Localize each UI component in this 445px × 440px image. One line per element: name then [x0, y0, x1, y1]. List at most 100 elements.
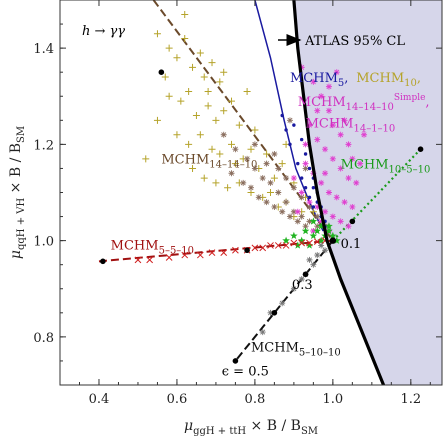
point-3-17	[311, 205, 316, 209]
y-tick-label: 1.0	[33, 235, 54, 250]
point-0-10	[177, 97, 185, 105]
point-0-5	[196, 49, 204, 57]
point-0-11	[185, 87, 193, 95]
epsilon-point-1-0	[100, 258, 106, 265]
point-1-27	[298, 194, 305, 201]
model-label-6: MCHM5–5–10	[111, 238, 194, 256]
point-4-3	[301, 227, 310, 235]
point-2-35	[294, 208, 301, 215]
point-1-2	[244, 155, 251, 162]
point-2-23	[314, 203, 321, 210]
point-4-10	[329, 231, 337, 240]
point-0-7	[208, 59, 216, 67]
point-3-16	[307, 195, 312, 200]
point-2-31	[325, 83, 332, 90]
point-0-23	[228, 140, 236, 148]
point-5-11	[267, 242, 274, 249]
point-2-3	[325, 107, 332, 114]
point-2-13	[353, 179, 360, 186]
epsilon-point-3-2	[232, 358, 239, 364]
point-1-20	[294, 218, 301, 225]
point-5-7	[232, 246, 239, 254]
point-5-16	[306, 239, 313, 247]
point-6-8	[279, 300, 286, 307]
point-6-0	[314, 252, 321, 259]
epsilon-point-1-1	[244, 247, 250, 254]
x-tick-label: 1.0	[323, 392, 344, 407]
point-0-18	[173, 131, 181, 139]
point-4-5	[309, 231, 318, 240]
x-tick-label: 1.2	[400, 392, 421, 407]
point-0-44	[243, 87, 251, 95]
point-0-1	[165, 44, 173, 52]
point-4-15	[293, 241, 302, 249]
point-0-53	[142, 155, 150, 163]
point-2-12	[345, 175, 352, 182]
point-0-42	[153, 116, 161, 124]
point-2-5	[337, 131, 344, 138]
point-5-4	[196, 251, 204, 259]
point-1-7	[283, 199, 290, 206]
point-0-12	[192, 112, 200, 119]
point-6-1	[318, 242, 325, 249]
point-1-9	[298, 213, 305, 220]
point-2-4	[329, 122, 336, 129]
point-2-38	[310, 228, 317, 234]
point-2-16	[318, 179, 325, 186]
point-0-6	[200, 73, 208, 81]
point-0-13	[204, 102, 212, 110]
point-5-3	[181, 251, 189, 259]
point-2-9	[322, 146, 329, 153]
point-1-12	[228, 170, 235, 177]
epsilon-point-0-0	[158, 69, 165, 75]
point-4-14	[325, 222, 333, 230]
point-3-15	[303, 185, 308, 190]
atlas-boundary	[292, 0, 386, 385]
x-tick-label: 0.8	[245, 392, 266, 407]
point-2-27	[345, 223, 352, 230]
point-5-13	[282, 242, 290, 249]
point-3-1	[299, 137, 304, 142]
point-4-0	[282, 236, 290, 244]
point-2-41	[322, 170, 329, 177]
point-2-20	[349, 203, 356, 210]
point-1-21	[302, 223, 309, 230]
point-2-22	[306, 199, 313, 206]
model-label-2: MCHM14–14–10Simple,	[298, 93, 430, 113]
x-axis-title: μggH + ttH × B / BSM	[184, 418, 318, 437]
point-2-40	[361, 131, 368, 138]
point-0-21	[208, 145, 216, 153]
point-5-15	[298, 239, 306, 247]
point-0-20	[196, 131, 204, 139]
point-0-25	[247, 145, 255, 153]
point-6-3	[310, 261, 317, 268]
point-3-13	[296, 161, 300, 166]
model-label-4: MCHM14–14–10	[161, 153, 257, 171]
atlas-label: ATLAS 95% CL	[304, 34, 405, 49]
point-2-24	[322, 208, 329, 215]
point-0-19	[185, 140, 193, 148]
point-0-31	[200, 174, 208, 182]
point-0-4	[189, 63, 197, 71]
point-4-7	[317, 236, 325, 244]
point-2-25	[329, 213, 336, 220]
model-label-7: MCHM5–10–10	[251, 340, 341, 358]
y-tick-label: 1.2	[33, 138, 54, 153]
model-line-0	[152, 0, 334, 242]
point-2-39	[357, 160, 364, 167]
point-1-3	[251, 165, 258, 172]
point-3-20	[280, 113, 284, 118]
point-0-33	[224, 184, 232, 192]
point-1-13	[240, 179, 247, 186]
point-1-5	[267, 179, 274, 186]
point-3-19	[284, 128, 288, 132]
excluded-region	[293, 0, 442, 385]
point-0-49	[231, 160, 239, 168]
point-2-33	[341, 117, 348, 124]
point-1-23	[263, 160, 270, 167]
point-1-6	[275, 189, 282, 196]
sm-point	[329, 237, 337, 244]
point-0-3	[181, 35, 189, 42]
point-2-30	[314, 107, 321, 114]
point-1-17	[271, 203, 278, 210]
